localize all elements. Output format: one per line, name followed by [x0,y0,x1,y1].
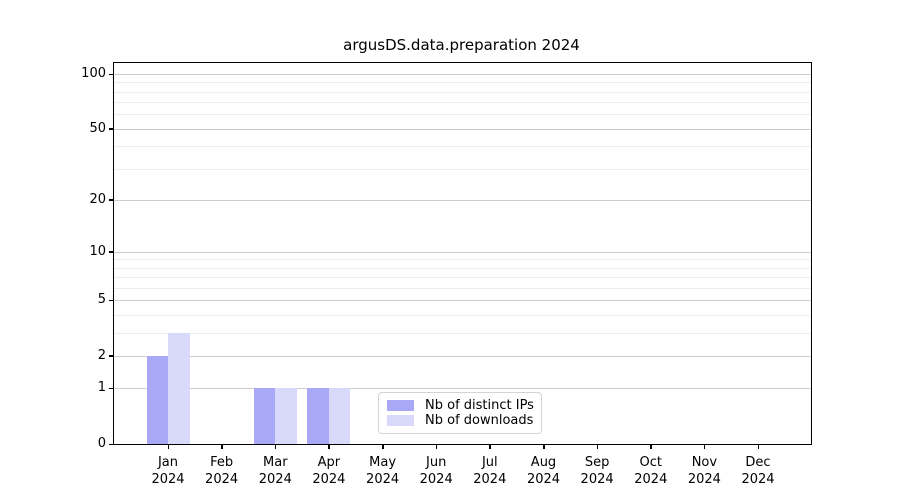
y-major-gridline [114,388,811,390]
y-minor-gridline [114,267,811,269]
y-minor-gridline [114,259,811,261]
x-tick-year: 2024 [366,472,400,487]
legend: Nb of distinct IPs Nb of downloads [378,392,542,434]
y-tick-mark [109,443,113,445]
x-tick-month: Oct [639,455,663,470]
y-tick-mark [109,299,113,302]
x-tick-mark [382,445,384,449]
chart-title: argusDS.data.preparation 2024 [343,36,580,54]
legend-entry-distinct-ips: Nb of distinct IPs [387,398,534,413]
x-tick-mark [596,445,599,449]
x-tick-month: Nov [691,455,718,470]
y-major-gridline [114,355,811,357]
x-tick-mark [489,445,491,449]
x-tick-mark [221,445,223,449]
y-tick-mark [109,355,113,357]
x-tick-year: 2024 [151,472,185,487]
y-major-gridline [114,251,811,253]
x-tick-label: Jul 2024 [460,454,520,488]
legend-label-distinct-ips: Nb of distinct IPs [425,398,534,413]
y-tick-mark [109,128,113,130]
x-tick-label: Mar 2024 [245,454,305,488]
x-tick-label: Sep 2024 [567,454,627,488]
y-tick-label: 10 [89,243,106,259]
y-minor-gridline [114,102,811,104]
x-tick-year: 2024 [526,472,561,487]
y-tick-mark [109,73,113,75]
legend-swatch-distinct-ips [387,400,414,411]
x-tick-label: Oct 2024 [621,454,681,488]
y-minor-gridline [114,82,811,84]
x-tick-year: 2024 [205,472,239,487]
y-minor-gridline [114,114,811,116]
y-tick-label: 100 [81,66,106,81]
y-minor-gridline [114,91,811,93]
bar-jan-downloads [168,332,190,444]
x-tick-month: May [369,455,397,470]
y-tick-label: 50 [89,120,106,136]
legend-swatch-downloads [387,415,414,426]
x-tick-year: 2024 [419,472,453,487]
y-tick-mark [109,251,113,253]
bar-apr-downloads [328,388,351,444]
bar-apr-distinct-ips [307,388,329,444]
y-major-gridline [114,128,811,130]
x-tick-month: Aug [530,455,557,470]
x-tick-mark [328,445,330,449]
bar-mar-downloads [275,388,297,444]
y-minor-gridline [114,315,811,316]
x-tick-label: Nov 2024 [674,454,734,488]
bar-jan-distinct-ips [146,355,168,444]
x-tick-month: Dec [745,455,771,470]
x-tick-year: 2024 [580,472,614,487]
x-tick-year: 2024 [634,472,668,487]
plot-area: 0 1 2 5 10 20 50 100 Jan 2024 Feb 2024 Mar 2024 Apr 202… [81,62,812,487]
y-tick-label: 2 [97,347,106,363]
y-tick-label: 5 [97,292,106,308]
y-tick-mark [109,387,113,390]
y-minor-gridline [114,146,811,148]
x-tick-mark [274,445,277,449]
x-tick-label: Feb 2024 [192,454,252,488]
x-tick-mark [650,445,652,449]
x-tick-month: Mar [263,455,288,470]
y-tick-label: 20 [89,191,106,207]
x-tick-label: Jan 2024 [138,454,198,488]
x-tick-label: Jun 2024 [406,454,466,488]
x-tick-year: 2024 [473,472,507,487]
y-major-gridline [114,74,811,75]
x-tick-mark [167,445,169,449]
y-minor-gridline [114,332,811,334]
x-tick-year: 2024 [258,472,292,487]
legend-entry-downloads: Nb of downloads [387,413,534,428]
y-major-gridline [114,300,811,302]
bar-mar-distinct-ips [253,388,276,444]
x-tick-label: Dec 2024 [728,454,788,488]
x-tick-year: 2024 [741,472,775,487]
x-tick-year: 2024 [312,472,346,487]
y-minor-gridline [114,168,811,170]
y-minor-gridline [114,288,811,289]
y-major-gridline [114,199,811,201]
y-minor-gridline [114,277,811,279]
x-tick-month: Feb [210,455,234,470]
x-tick-mark [703,445,706,449]
y-tick-mark [109,199,113,201]
x-tick-month: Jun [426,455,447,470]
y-tick-label: 0 [97,436,106,451]
x-tick-mark [435,445,438,449]
x-tick-month: Sep [584,455,610,470]
y-tick-label: 1 [97,380,106,396]
x-tick-mark [543,445,545,449]
x-tick-month: Apr [317,455,341,470]
x-tick-label: Aug 2024 [514,454,574,488]
legend-label-downloads: Nb of downloads [425,413,534,428]
x-tick-month: Jul [481,455,498,470]
x-tick-label: Apr 2024 [299,454,359,488]
x-tick-label: May 2024 [353,454,413,488]
x-tick-month: Jan [157,455,179,470]
x-tick-year: 2024 [687,472,721,487]
x-tick-mark [757,445,759,449]
